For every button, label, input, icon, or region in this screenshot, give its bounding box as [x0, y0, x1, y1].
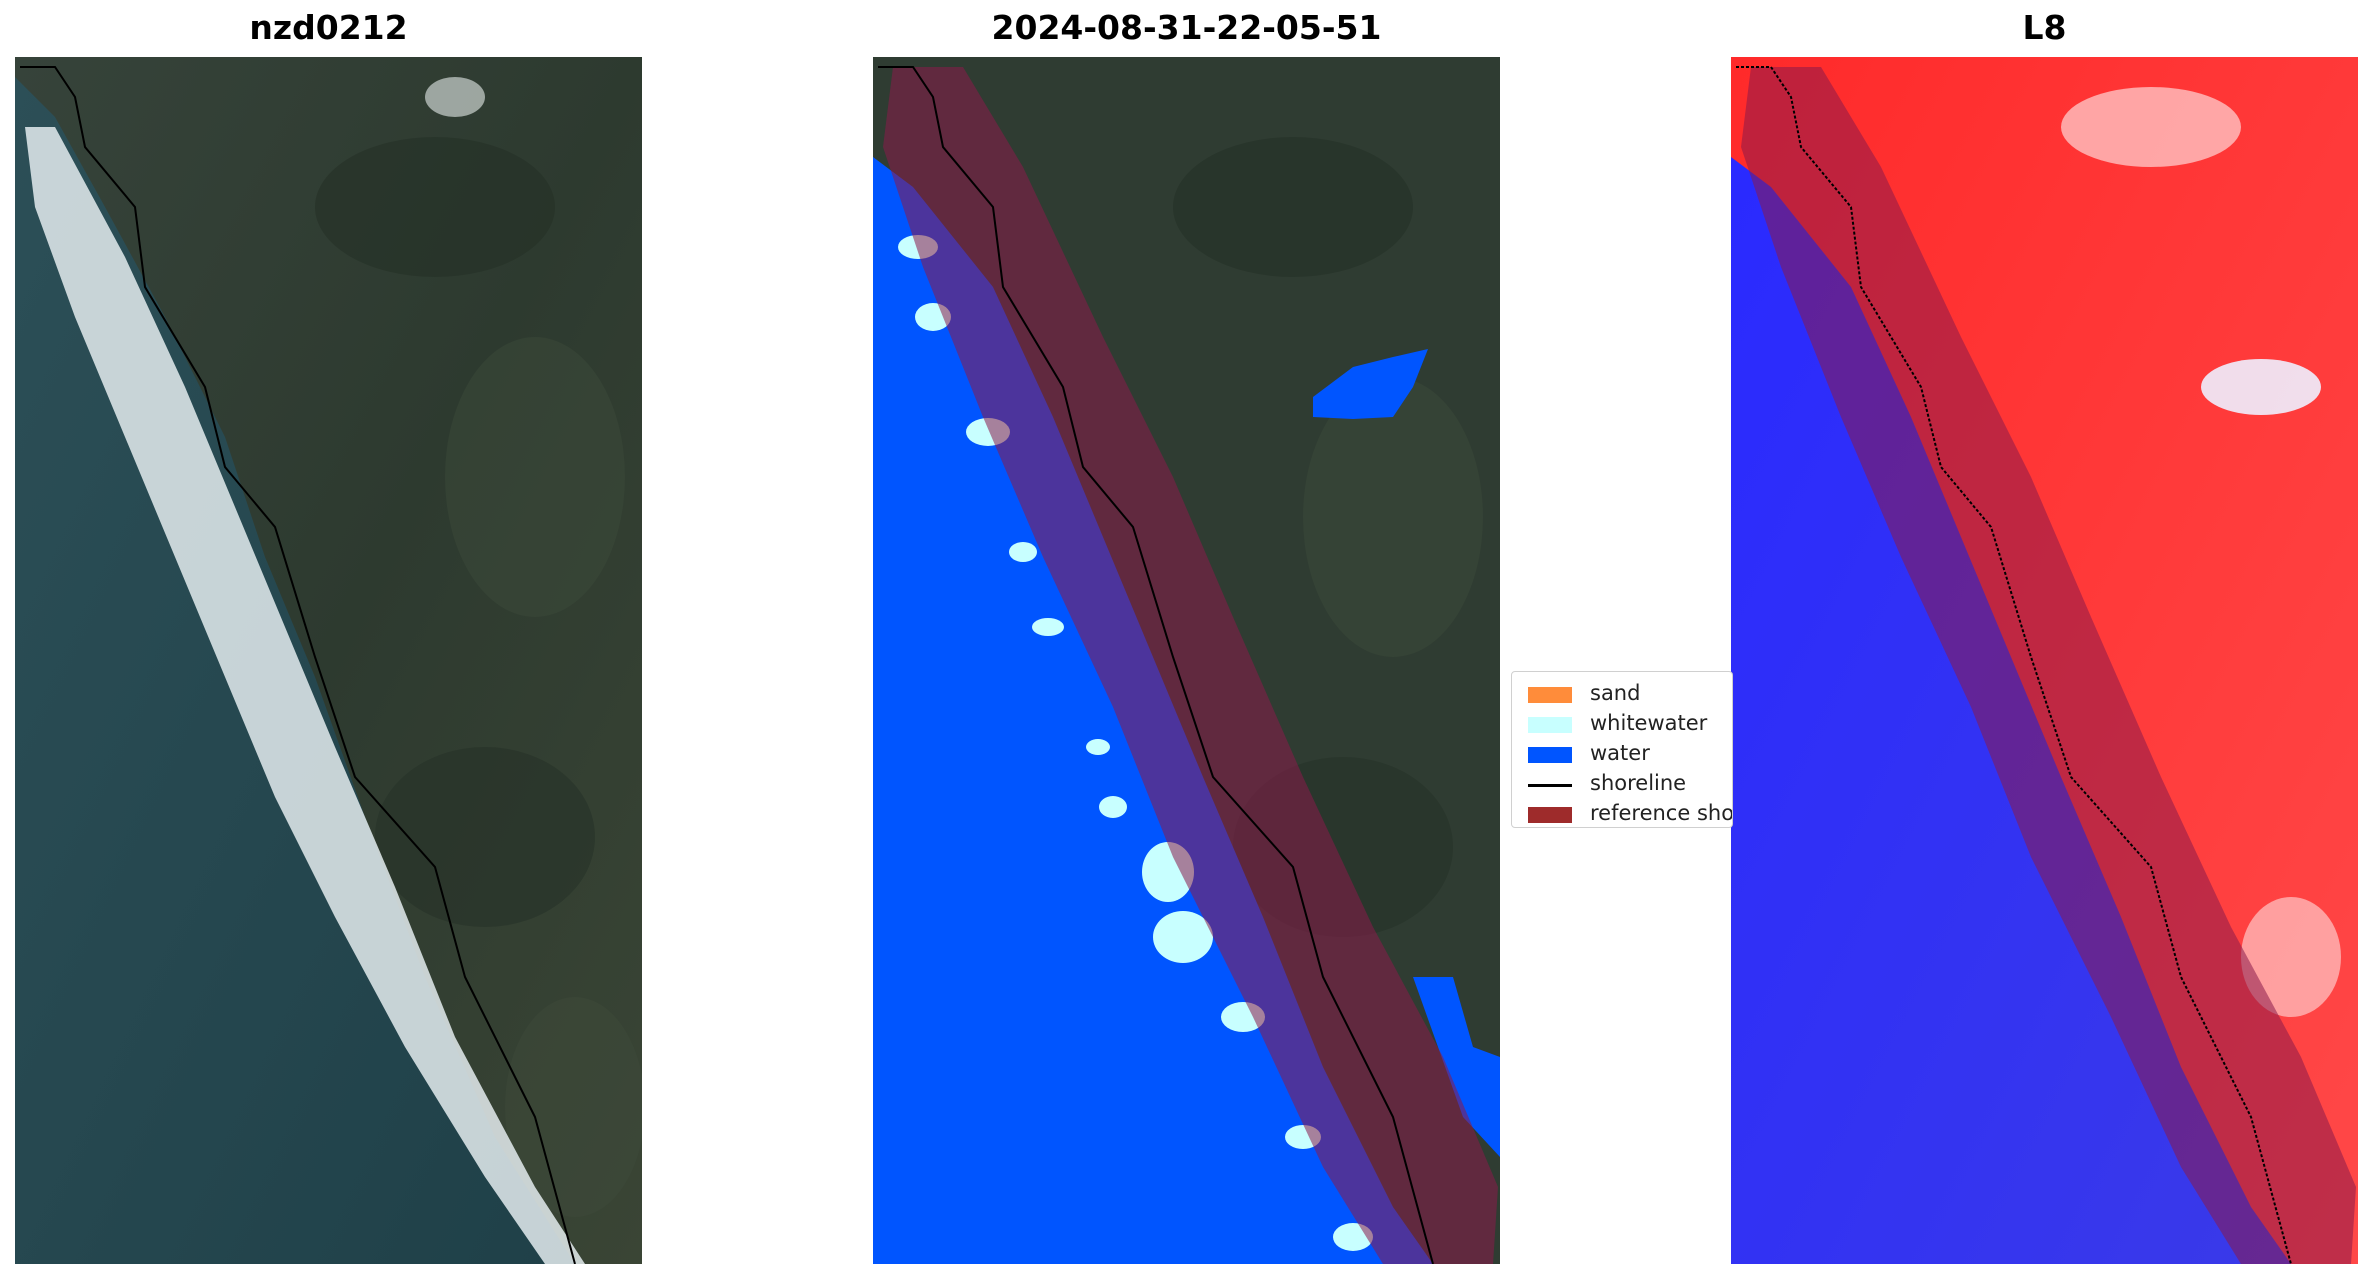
- surf-band: [25, 127, 585, 1264]
- whitewater-swatch: [1528, 717, 1572, 733]
- shoreline-line: [20, 66, 576, 1264]
- legend-item-sand: sand: [1520, 679, 1732, 709]
- shoreline-line: [1736, 66, 2292, 1264]
- reference-shoreline-buffer: [883, 67, 1498, 1264]
- sand-swatch: [1528, 687, 1572, 703]
- panel-title-classification: 2024-08-31-22-05-51: [991, 8, 1382, 47]
- legend-item-shoreline: shoreline: [1520, 769, 1732, 799]
- classification-image: [873, 57, 1500, 1264]
- reference-buffer-swatch: [1528, 807, 1572, 823]
- reference-shoreline-buffer: [1741, 67, 2356, 1264]
- legend: sand whitewater water shoreline referenc…: [1511, 671, 1733, 828]
- rgb-satellite-image: [15, 57, 642, 1264]
- shoreline-line: [878, 66, 1434, 1264]
- panel-title-index: L8: [2022, 8, 2067, 47]
- legend-item-reference-shoreline-buffer: reference shoreline buffer: [1520, 799, 1732, 827]
- legend-item-water: water: [1520, 739, 1732, 769]
- legend-item-whitewater: whitewater: [1520, 709, 1732, 739]
- shoreline-line-swatch: [1528, 784, 1572, 787]
- index-image: [1731, 57, 2358, 1264]
- water-swatch: [1528, 747, 1572, 763]
- panel-title-rgb: nzd0212: [249, 8, 408, 47]
- lake-area: [1313, 349, 1428, 419]
